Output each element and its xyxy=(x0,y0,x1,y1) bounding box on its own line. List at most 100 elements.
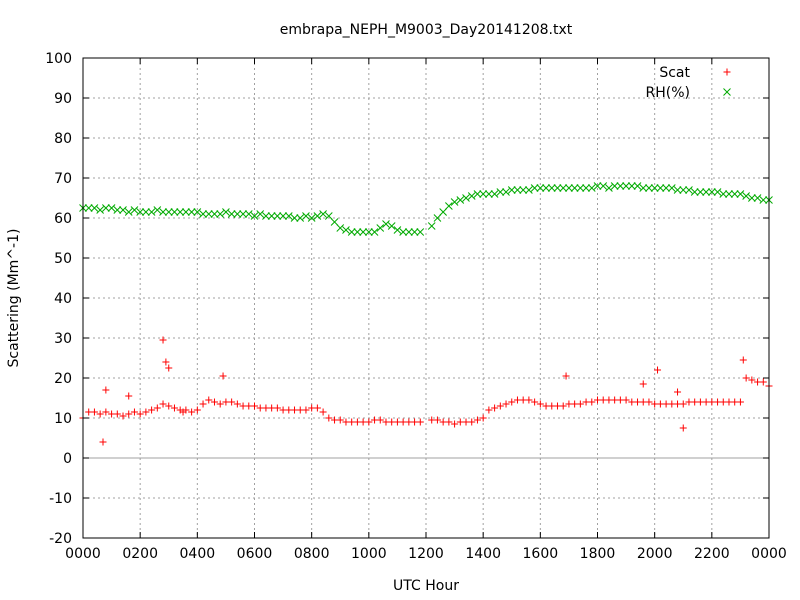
rh-point xyxy=(324,212,333,220)
rh-point xyxy=(142,208,150,216)
rh-point xyxy=(542,184,550,192)
scat-point xyxy=(302,406,310,414)
rh-point xyxy=(502,188,510,196)
rh-point xyxy=(622,182,630,190)
rh-point xyxy=(124,208,133,216)
scat-point xyxy=(199,400,207,408)
rh-point xyxy=(347,228,356,236)
rh-point xyxy=(456,196,465,204)
scat-point xyxy=(531,398,539,406)
rh-point xyxy=(570,184,579,192)
rh-point xyxy=(530,184,539,192)
rh-point xyxy=(427,222,436,230)
rh-point xyxy=(416,228,425,236)
scat-point xyxy=(119,412,127,420)
rh-point xyxy=(336,224,345,232)
rh-point xyxy=(119,206,127,214)
y-tick-label: -20 xyxy=(49,531,72,547)
scat-point xyxy=(228,398,236,406)
scat-point xyxy=(525,396,533,404)
scat-point xyxy=(205,396,213,404)
rh-point xyxy=(473,190,482,198)
x-tick-label: 1000 xyxy=(351,546,387,562)
rh-point xyxy=(410,228,419,236)
tick-labels: 0000 0200 0400 0600 0800 1000 1200 1400 1600 1800… xyxy=(45,51,787,562)
rh-point xyxy=(102,204,110,212)
rh-point xyxy=(547,184,556,192)
rh-point xyxy=(742,192,750,200)
rh-point xyxy=(433,214,442,222)
rh-point xyxy=(284,212,293,220)
scat-point xyxy=(485,406,493,414)
scat-point xyxy=(679,424,687,432)
rh-point xyxy=(313,212,322,220)
scat-point xyxy=(479,414,487,422)
rh-point xyxy=(182,208,190,216)
rh-point xyxy=(479,190,488,198)
rh-point xyxy=(576,184,585,192)
scat-point xyxy=(216,400,224,408)
scat-point xyxy=(159,400,167,408)
rh-point xyxy=(650,184,659,192)
rh-point xyxy=(559,184,568,192)
rh-point xyxy=(302,212,310,220)
x-tick-label: 1800 xyxy=(580,546,616,562)
scat-point xyxy=(433,416,441,424)
rh-point xyxy=(656,184,665,192)
rh-point xyxy=(262,212,270,220)
scat-point xyxy=(576,400,584,408)
rh-point xyxy=(199,210,207,218)
scat-point xyxy=(674,388,682,396)
rh-point xyxy=(439,208,448,216)
scat-point xyxy=(165,402,173,410)
scat-point xyxy=(319,408,327,416)
scat-point xyxy=(468,418,476,426)
rh-point xyxy=(404,228,413,236)
grid-lines xyxy=(83,58,769,538)
y-axis-label: Scattering (Mm^-1) xyxy=(6,229,22,368)
rh-point xyxy=(462,194,470,202)
scat-point xyxy=(748,376,756,384)
rh-point xyxy=(330,218,339,226)
y-tick-label: 100 xyxy=(45,51,72,67)
y-tick-label: 20 xyxy=(54,371,72,387)
scat-point xyxy=(588,398,596,406)
rh-point xyxy=(353,228,362,236)
scat-point xyxy=(159,336,167,344)
rh-point xyxy=(216,210,225,218)
legend-marker-rh xyxy=(723,88,731,96)
rh-point xyxy=(273,212,282,220)
rh-point xyxy=(685,186,693,194)
rh-point xyxy=(376,224,385,232)
x-tick-label: 0200 xyxy=(122,546,158,562)
legend-label-rh: RH(%) xyxy=(646,85,690,101)
rh-point xyxy=(130,206,139,214)
y-tick-label: 30 xyxy=(54,331,72,347)
rh-point xyxy=(587,184,596,192)
rh-point xyxy=(296,214,305,222)
rh-point xyxy=(519,186,528,194)
rh-point xyxy=(382,220,390,228)
rh-point xyxy=(450,198,459,206)
scat-point xyxy=(679,400,687,408)
scat-point xyxy=(210,398,218,406)
rh-point xyxy=(387,222,396,230)
scat-point xyxy=(473,416,481,424)
rh-point xyxy=(490,190,499,198)
scat-point xyxy=(188,408,196,416)
x-axis-label: UTC Hour xyxy=(393,578,459,594)
rh-point xyxy=(753,194,762,202)
rh-point xyxy=(496,188,505,196)
x-tick-label: 0800 xyxy=(294,546,330,562)
x-tick-label: 0000 xyxy=(65,546,101,562)
rh-point xyxy=(736,190,745,198)
rh-point xyxy=(193,208,202,216)
rh-point xyxy=(747,194,756,202)
rh-point xyxy=(759,196,768,204)
scat-point xyxy=(125,410,133,418)
rh-point xyxy=(342,226,350,234)
rh-point xyxy=(399,228,407,236)
rh-point xyxy=(713,188,722,196)
scat-point xyxy=(562,372,570,380)
rh-point xyxy=(256,210,265,218)
